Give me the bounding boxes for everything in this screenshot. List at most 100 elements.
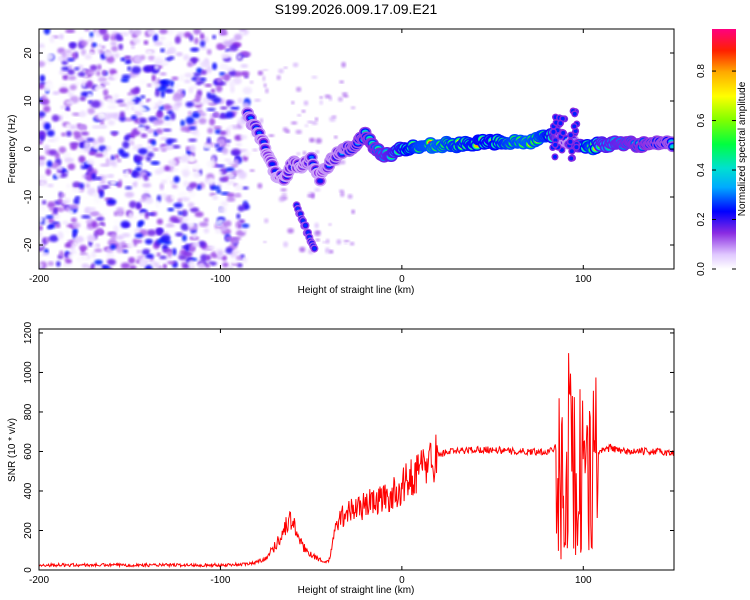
spectrogram-noise-blob <box>46 129 55 137</box>
spectrogram-noise-blob <box>150 160 160 166</box>
spectrogram-noise-blob <box>60 105 67 110</box>
spectrogram-noise-blob <box>175 101 183 107</box>
spectrogram-noise-blob <box>230 164 239 168</box>
spectrogram-noise-blob <box>43 105 51 113</box>
spectrogram-noise-blob <box>228 265 234 269</box>
spectrogram-cluster-cell <box>569 156 574 161</box>
spectrogram-noise-blob <box>234 193 242 198</box>
spectrogram-noise-blob <box>185 116 195 125</box>
spectrogram-noise-blob <box>108 174 115 178</box>
spectrogram-noise-blob <box>180 222 190 231</box>
spectrogram-noise-blob <box>190 128 199 134</box>
spectrogram-noise-blob <box>78 182 85 189</box>
spectrogram-noise-blob <box>126 241 134 249</box>
spectrogram-noise-blob <box>83 140 91 149</box>
spectrogram-noise-blob <box>93 196 102 204</box>
spectrogram-noise-blob <box>155 128 163 135</box>
spectrogram-noise-blob <box>62 220 69 225</box>
spectrogram-noise-blob <box>84 29 90 32</box>
spectrogram-noise-blob <box>341 92 348 96</box>
spectrogram-noise-blob <box>183 263 190 269</box>
spectrogram-noise-blob <box>231 239 240 244</box>
spectrogram-noise-blob <box>124 191 135 198</box>
spectrogram-noise-blob <box>200 253 208 262</box>
spectrogram-noise-blob <box>239 134 248 140</box>
spectrogram-noise-blob <box>107 120 115 126</box>
spectrogram-noise-blob <box>110 98 116 105</box>
spectrogram-noise-blob <box>283 241 289 248</box>
spectrogram-noise-blob <box>71 52 76 61</box>
spectrogram-noise-blob <box>90 100 101 109</box>
spectrogram-noise-blob <box>94 176 103 181</box>
spectrogram-noise-blob <box>222 262 229 268</box>
spectrogram-noise-blob <box>224 158 232 162</box>
spectrogram-noise-blob <box>324 94 331 99</box>
spectrogram-noise-blob <box>233 33 243 41</box>
spectrogram-noise-blob <box>165 176 174 181</box>
spectrogram-noise-blob <box>47 183 54 188</box>
spectrogram-noise-blob <box>81 214 91 219</box>
spectrogram-noise-blob <box>223 73 231 82</box>
spectrogram-noise-blob <box>65 123 71 130</box>
spectrogram-noise-blob <box>314 117 319 121</box>
spectrogram-noise-blob <box>70 217 78 223</box>
spectrogram-noise-blob <box>130 115 138 121</box>
spectrogram-noise-blob <box>157 100 163 107</box>
spectrogram-noise-blob <box>163 103 172 110</box>
spectrogram-noise-blob <box>347 194 353 199</box>
spectrogram-noise-blob <box>225 139 232 143</box>
spectrogram-noise-blob <box>115 99 124 104</box>
colorbar-ticks: 0.0 0.2 0.4 0.6 0.8 <box>696 64 736 276</box>
spectrogram-noise-blob <box>147 30 156 35</box>
spectrogram-noise-blob <box>39 140 43 145</box>
spectrogram-noise-blob <box>160 137 169 141</box>
spectrogram-noise-blob <box>210 185 221 190</box>
spectrogram-noise-blob <box>202 96 211 104</box>
spectrogram-noise-blob <box>67 65 73 70</box>
spectrogram-noise-blob <box>239 148 248 153</box>
spectrogram-noise-blob <box>91 212 100 216</box>
spectrogram-cluster-cell <box>569 149 574 154</box>
spectrogram-noise-blob <box>132 38 141 44</box>
spectrogram-noise-blob <box>112 132 117 137</box>
spectrogram-noise-blob <box>114 219 119 225</box>
spectrogram-noise-blob <box>175 232 184 237</box>
spectrogram-cluster-cell <box>572 124 577 129</box>
spectrogram-noise-blob <box>295 86 302 92</box>
spectrogram-noise-blob <box>265 88 269 94</box>
spectrogram-noise-blob <box>252 148 258 152</box>
snr-xtick-label: 0 <box>399 575 405 586</box>
spectrogram-noise-blob <box>99 221 105 226</box>
spectrogram-noise-blob <box>124 186 133 190</box>
spectrogram-noise-blob <box>278 196 285 203</box>
figure-title: S199.2026.009.17.09.E21 <box>275 1 438 17</box>
spectrogram-noise-blob <box>151 139 157 146</box>
spectrogram-cluster-cell <box>558 121 563 126</box>
spectrogram-noise-blob <box>145 253 154 259</box>
spectrogram-noise-blob <box>116 207 124 213</box>
spectrogram-noise-blob <box>287 228 294 234</box>
spectrogram-ridge-cell <box>670 145 674 149</box>
spectrogram-cluster-cell <box>568 133 573 138</box>
spectrogram-noise-blob <box>138 219 145 226</box>
spectrogram-noise-blob <box>226 180 236 185</box>
spectrogram-xtick-label: 0 <box>399 274 405 285</box>
spectrogram-noise-blob <box>76 148 86 153</box>
spectrogram-noise-blob <box>156 218 164 225</box>
spectrogram-noise-blob <box>106 55 115 64</box>
spectrogram-noise-blob <box>206 65 212 74</box>
spectrogram-noise-blob <box>68 209 74 216</box>
spectrogram-noise-blob <box>177 211 183 216</box>
spectrogram-noise-blob <box>304 124 309 128</box>
spectrogram-noise-blob <box>98 228 103 235</box>
spectrogram-noise-blob <box>206 49 212 55</box>
spectrogram-noise-blob <box>350 106 356 110</box>
spectrogram-noise-blob <box>65 100 74 105</box>
spectrogram-noise-blob <box>39 60 46 68</box>
spectrogram-noise-blob <box>198 112 207 117</box>
spectrogram-noise-blob <box>170 180 175 185</box>
spectrogram-noise-blob <box>199 32 205 40</box>
spectrogram-noise-blob <box>216 171 223 175</box>
spectrogram-noise-blob <box>86 218 94 225</box>
